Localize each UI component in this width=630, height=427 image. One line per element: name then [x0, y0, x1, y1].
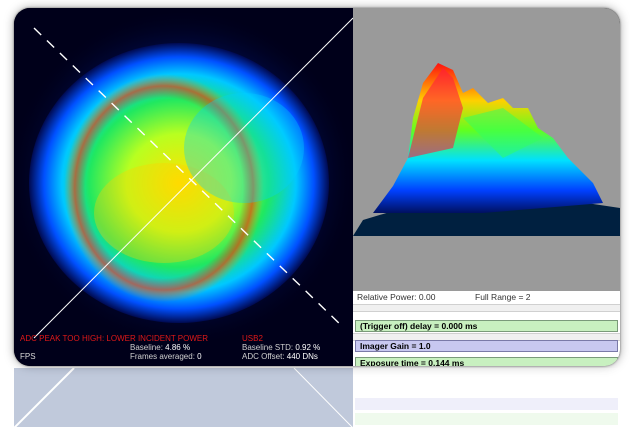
baseline-std-readout: Baseline STD: 0.92 %	[242, 343, 321, 352]
status-overlay: ADC PEAK TOO HIGH: LOWER INCIDENT POWER …	[14, 332, 353, 366]
relative-power: Relative Power: 0.00	[357, 292, 436, 302]
card-reflection	[14, 368, 620, 427]
beam-2d-view[interactable]: ADC PEAK TOO HIGH: LOWER INCIDENT POWER …	[14, 8, 353, 366]
control-panel: Relative Power: 0.00 Full Range = 2 (Tri…	[353, 236, 620, 366]
imager-gain-field[interactable]: Imager Gain = 1.0	[355, 340, 618, 352]
connection-status: USB2	[242, 334, 263, 343]
profile-background	[353, 236, 620, 291]
adc-warning: ADC PEAK TOO HIGH: LOWER INCIDENT POWER	[20, 334, 209, 343]
beam-profiler-window: ADC PEAK TOO HIGH: LOWER INCIDENT POWER …	[14, 8, 620, 366]
adc-offset-readout: ADC Offset: 440 DNs	[242, 352, 318, 361]
exposure-time-field[interactable]: Exposure time = 0.144 ms	[355, 357, 618, 366]
reflection-shape	[14, 368, 620, 427]
fps-readout: FPS	[20, 352, 36, 361]
beam-heatmap	[14, 8, 353, 348]
frames-averaged-readout: Frames averaged: 0	[130, 352, 202, 361]
full-range: Full Range = 2	[475, 292, 531, 302]
beam-3d-surface	[353, 63, 620, 236]
divider	[353, 304, 620, 312]
beam-3d-view[interactable]	[353, 8, 620, 236]
baseline-readout: Baseline: 4.86 %	[130, 343, 191, 352]
crosshair-diagonal-solid	[33, 17, 353, 339]
power-stats: Relative Power: 0.00 Full Range = 2	[357, 292, 531, 302]
trigger-delay-field[interactable]: (Trigger off) delay = 0.000 ms	[355, 320, 618, 332]
